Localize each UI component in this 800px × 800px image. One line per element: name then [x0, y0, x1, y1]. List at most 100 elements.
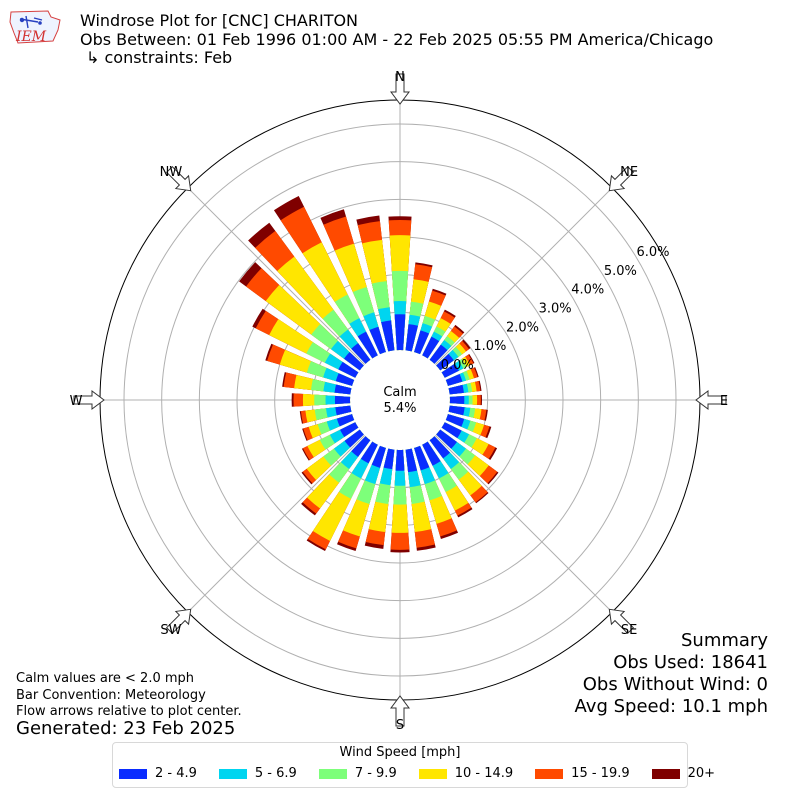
summary-title: Summary — [681, 630, 768, 651]
wind-bar — [351, 436, 371, 457]
calm-circle — [352, 352, 448, 448]
radial-tick-label: 3.0% — [539, 302, 572, 317]
calm-note: Calm values are < 2.0 mph — [16, 671, 195, 686]
wind-bar — [343, 352, 364, 371]
legend-label: 10 - 14.9 — [454, 766, 514, 781]
wind-bar — [335, 405, 352, 416]
wind-bar — [414, 330, 430, 355]
wind-bar — [357, 331, 378, 359]
direction-label: SE — [621, 623, 637, 638]
legend-item: 7 - 9.9 — [318, 766, 397, 781]
wind-bar — [405, 324, 418, 352]
flow-arrow — [390, 73, 410, 105]
wind-bar — [344, 429, 364, 448]
wind-bar — [436, 353, 454, 371]
wind-bar — [448, 384, 464, 395]
wind-bar — [441, 422, 462, 439]
summary-obs-used: Obs Used: 18641 — [613, 652, 768, 673]
legend-item: 10 - 14.9 — [418, 766, 514, 781]
grid-spoke — [435, 187, 613, 365]
flow-arrow — [165, 608, 192, 635]
wind-bar — [449, 395, 465, 405]
direction-label: SW — [160, 623, 181, 638]
legend-swatch — [318, 768, 347, 779]
radial-tick-label: 6.0% — [636, 245, 669, 260]
chart-title: Windrose Plot for [CNC] CHARITON — [80, 11, 359, 30]
direction-label: NW — [160, 165, 183, 180]
radial-tick-label: 5.0% — [604, 264, 637, 279]
radial-tick-label: 4.0% — [571, 283, 604, 298]
iem-logo: IEM — [8, 8, 64, 48]
constraints: ↳ constraints: Feb — [86, 48, 233, 67]
wind-bar — [429, 344, 448, 364]
wind-bar — [334, 395, 351, 405]
legend-label: 2 - 4.9 — [155, 766, 197, 781]
radial-tick-label: 1.0% — [473, 339, 506, 354]
wind-bar — [334, 384, 352, 395]
wind-bar — [405, 448, 418, 473]
direction-label: S — [396, 718, 404, 733]
legend-label: 20+ — [687, 766, 716, 781]
wind-bar — [336, 414, 355, 427]
wind-bar — [448, 405, 465, 416]
flow-arrow — [390, 695, 410, 727]
legend: Wind Speed [mph] 2 - 4.9 5 - 6.9 7 - 9.9 10… — [112, 742, 715, 788]
wind-bar — [445, 414, 465, 427]
wind-bar — [436, 429, 457, 449]
summary-avg-speed: Avg Speed: 10.1 mph — [574, 696, 768, 717]
radial-tick-label: 0.0% — [441, 358, 474, 373]
legend-title: Wind Speed [mph] — [339, 745, 461, 760]
wind-bar — [414, 445, 430, 471]
legend-swatch — [535, 768, 564, 779]
obs-range: Obs Between: 01 Feb 1996 01:00 AM - 22 F… — [80, 30, 714, 49]
direction-label: E — [720, 394, 728, 409]
legend-item: 5 - 6.9 — [218, 766, 297, 781]
legend-swatch — [119, 768, 147, 779]
legend-swatch — [218, 768, 247, 779]
grid-spoke — [187, 435, 365, 613]
svg-text:IEM: IEM — [15, 29, 47, 45]
legend-label: 15 - 19.9 — [571, 766, 630, 781]
flow-arrow — [695, 390, 727, 410]
wind-bar — [381, 320, 395, 352]
wind-bar — [360, 441, 378, 464]
legend-items: 2 - 4.9 5 - 6.9 7 - 9.9 10 - 14.9 15 - 19.9 2… — [119, 766, 737, 781]
wind-bar — [445, 373, 463, 386]
wind-bar — [383, 448, 395, 470]
direction-label: N — [395, 70, 405, 85]
wind-bar — [429, 436, 451, 459]
grid-spoke — [435, 435, 613, 613]
legend-swatch — [418, 768, 447, 779]
radial-tick-label: 2.0% — [506, 320, 539, 335]
legend-label: 7 - 9.9 — [354, 766, 397, 781]
legend-swatch — [651, 768, 680, 779]
legend-label: 5 - 6.9 — [254, 766, 297, 781]
wind-bar — [351, 343, 371, 364]
summary-obs-no-wind: Obs Without Wind: 0 — [582, 674, 768, 695]
legend-item: 15 - 19.9 — [535, 766, 630, 781]
flow-arrow — [73, 390, 105, 410]
wind-bar — [369, 326, 386, 355]
direction-label: W — [70, 394, 83, 409]
flow-arrow — [608, 608, 635, 635]
wind-bar — [340, 422, 359, 438]
wind-bar — [394, 314, 406, 351]
generated-date: Generated: 23 Feb 2025 — [16, 718, 236, 739]
grid-spoke — [187, 187, 365, 365]
arrows-note: Flow arrows relative to plot center. — [16, 704, 242, 719]
wind-bar — [338, 361, 359, 378]
flow-arrow — [608, 165, 635, 192]
wind-bar — [422, 441, 441, 466]
wind-bar — [335, 373, 355, 386]
wind-bar — [422, 336, 440, 359]
direction-label: NE — [620, 165, 638, 180]
wind-bar — [371, 445, 386, 468]
calm-value: 5.4% — [383, 401, 416, 416]
calm-label: Calm — [383, 385, 416, 400]
legend-item: 20+ — [651, 766, 716, 781]
wind-bar — [441, 363, 459, 378]
legend-item: 2 - 4.9 — [119, 766, 197, 781]
convention-note: Bar Convention: Meteorology — [16, 688, 206, 703]
flow-arrow — [165, 165, 192, 192]
